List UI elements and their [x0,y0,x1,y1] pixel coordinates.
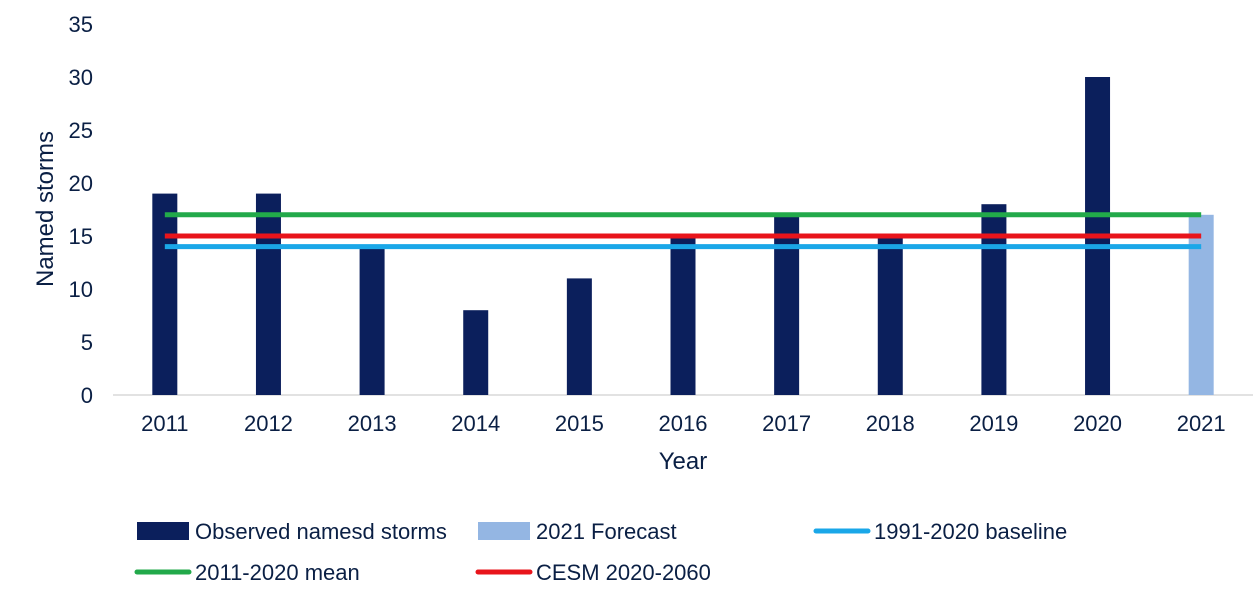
x-tick-label: 2012 [244,411,293,436]
legend-item-0: Observed namesd storms [137,519,447,544]
bar-2013 [359,246,385,395]
y-axis-title: Named storms [32,131,59,287]
legend-label: 2011-2020 mean [195,560,360,585]
y-tick-label: 25 [69,118,93,143]
y-tick-label: 10 [69,277,93,302]
legend-label: 1991-2020 baseline [874,519,1067,544]
legend: Observed namesd storms 2021 Forecast 1991-… [134,519,1067,585]
x-tick-label: 2013 [348,411,397,436]
x-axis-ticks: 2011 2012 2013 2014 2015 2016 2017 2018 2019 2020… [141,411,1225,436]
y-tick-label: 0 [81,383,93,408]
y-tick-label: 35 [69,12,93,37]
x-tick-label: 2020 [1073,411,1122,436]
x-tick-label: 2015 [555,411,604,436]
bar-2019 [981,204,1007,395]
y-tick-label: 15 [69,224,93,249]
bar-2016 [670,236,696,395]
y-tick-label: 20 [69,171,93,196]
legend-label: 2021 Forecast [536,519,677,544]
x-tick-label: 2019 [969,411,1018,436]
x-tick-label: 2011 [141,411,188,436]
legend-swatch [478,522,530,540]
x-tick-label: 2017 [762,411,811,436]
bar-2018 [877,236,903,395]
legend-label: Observed namesd storms [195,519,447,544]
x-axis-title: Year [659,448,708,475]
bar-2015 [566,278,592,395]
bar-2012 [255,193,281,395]
x-tick-label: 2014 [451,411,500,436]
bar-2021 [1188,214,1214,395]
y-tick-label: 5 [81,330,93,355]
y-axis-ticks: 0 5 10 15 20 25 30 35 [69,12,93,408]
reference-lines [164,212,1202,250]
legend-label: CESM 2020-2060 [536,560,711,585]
legend-item-1: 2021 Forecast [478,519,677,544]
legend-swatch [137,522,189,540]
x-tick-label: 2018 [866,411,915,436]
legend-item-3: 2011-2020 mean [134,560,360,585]
bar-2011 [152,193,178,395]
bar-2017 [774,214,800,395]
y-tick-label: 30 [69,65,93,90]
legend-item-4: CESM 2020-2060 [475,560,711,585]
x-tick-label: 2021 [1177,411,1226,436]
x-tick-label: 2016 [659,411,708,436]
bar-2014 [463,310,489,395]
legend-item-2: 1991-2020 baseline [813,519,1067,544]
